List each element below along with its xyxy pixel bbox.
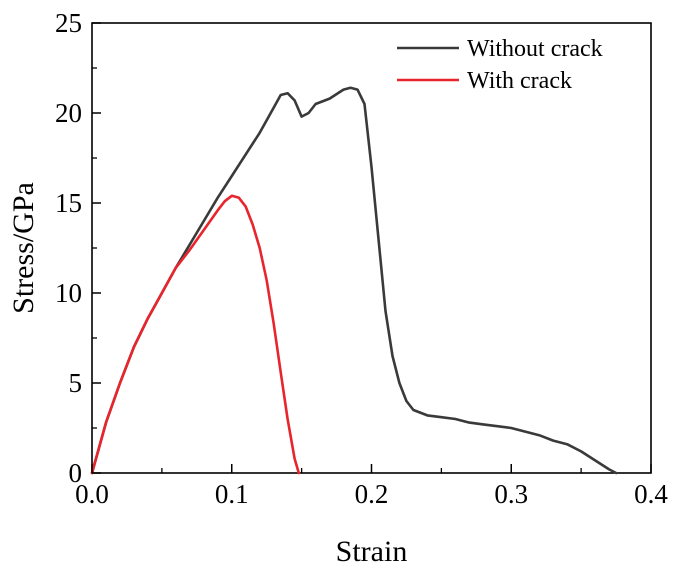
x-tick-label: 0.0 [75,479,109,509]
series-line-without-crack [90,86,618,475]
x-tick-label: 0.3 [494,479,528,509]
legend-label: Without crack [467,36,603,62]
legend-label: With crack [467,68,572,94]
y-tick-label: 0 [69,458,83,488]
y-tick-label: 25 [55,8,82,38]
y-tick-label: 5 [69,368,83,398]
x-tick-label: 0.1 [215,479,249,509]
series-line-with-crack [90,194,301,475]
x-tick-label: 0.4 [634,479,668,509]
y-tick-label: 10 [55,278,82,308]
y-tick-label: 20 [55,98,82,128]
x-tick-label: 0.2 [355,479,389,509]
y-axis-title: Stress/GPa [7,182,40,314]
y-tick-label: 15 [55,188,82,218]
x-axis-title: Strain [336,535,408,568]
